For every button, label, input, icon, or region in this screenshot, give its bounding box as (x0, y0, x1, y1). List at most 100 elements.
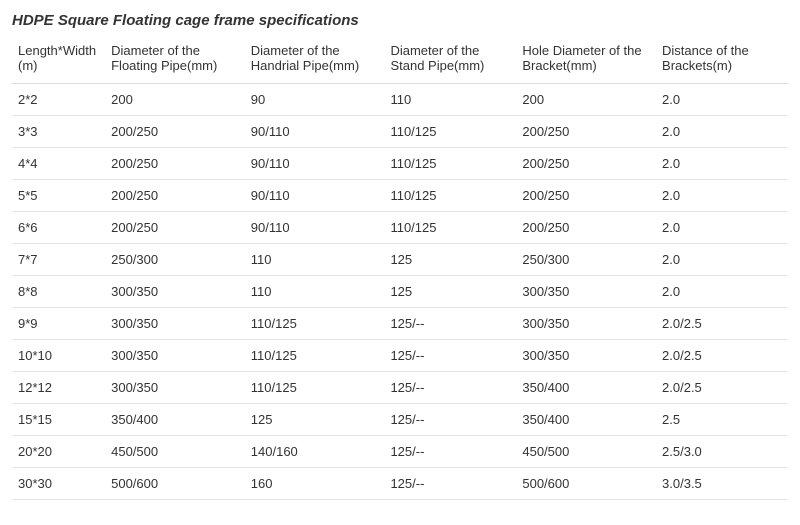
table-row: 4*4200/25090/110110/125200/2502.0 (12, 148, 788, 180)
table-cell: 200/250 (516, 148, 656, 180)
table-cell: 300/350 (105, 340, 245, 372)
table-cell: 200/250 (105, 180, 245, 212)
col-header: Diameter of the Floating Pipe(mm) (105, 39, 245, 84)
table-row: 8*8300/350110125300/3502.0 (12, 276, 788, 308)
table-cell: 2.0/2.5 (656, 308, 788, 340)
table-cell: 250/300 (516, 244, 656, 276)
table-cell: 110 (245, 276, 385, 308)
table-cell: 500/600 (516, 468, 656, 500)
table-cell: 300/350 (516, 340, 656, 372)
table-cell: 125 (384, 244, 516, 276)
table-cell: 2.0/2.5 (656, 340, 788, 372)
table-cell: 3*3 (12, 116, 105, 148)
table-row: 7*7250/300110125250/3002.0 (12, 244, 788, 276)
table-cell: 2.0 (656, 244, 788, 276)
table-row: 3*3200/25090/110110/125200/2502.0 (12, 116, 788, 148)
table-row: 6*6200/25090/110110/125200/2502.0 (12, 212, 788, 244)
table-cell: 110/125 (245, 372, 385, 404)
table-header-row: Length*Width(m) Diameter of the Floating… (12, 39, 788, 84)
table-cell: 450/500 (105, 436, 245, 468)
spec-table: Length*Width(m) Diameter of the Floating… (12, 39, 788, 500)
table-cell: 7*7 (12, 244, 105, 276)
col-header: Diameter of the Handrial Pipe(mm) (245, 39, 385, 84)
table-cell: 200/250 (516, 116, 656, 148)
table-cell: 125 (384, 276, 516, 308)
table-cell: 2*2 (12, 84, 105, 116)
table-cell: 90 (245, 84, 385, 116)
table-title: HDPE Square Floating cage frame specific… (12, 8, 788, 39)
table-cell: 5*5 (12, 180, 105, 212)
table-cell: 110/125 (245, 340, 385, 372)
table-cell: 200 (516, 84, 656, 116)
table-cell: 300/350 (516, 276, 656, 308)
table-cell: 2.0/2.5 (656, 372, 788, 404)
table-cell: 200/250 (105, 148, 245, 180)
table-cell: 20*20 (12, 436, 105, 468)
table-cell: 90/110 (245, 180, 385, 212)
table-cell: 2.0 (656, 148, 788, 180)
table-cell: 110 (384, 84, 516, 116)
table-cell: 110/125 (384, 148, 516, 180)
table-row: 20*20450/500140/160125/--450/5002.5/3.0 (12, 436, 788, 468)
table-cell: 125/-- (384, 372, 516, 404)
col-header: Distance of the Brackets(m) (656, 39, 788, 84)
table-cell: 110/125 (245, 308, 385, 340)
table-cell: 110 (245, 244, 385, 276)
table-cell: 500/600 (105, 468, 245, 500)
table-cell: 2.5/3.0 (656, 436, 788, 468)
table-cell: 200/250 (105, 116, 245, 148)
table-cell: 2.0 (656, 212, 788, 244)
table-cell: 300/350 (105, 372, 245, 404)
col-header: Hole Diameter of the Bracket(mm) (516, 39, 656, 84)
table-cell: 12*12 (12, 372, 105, 404)
table-cell: 15*15 (12, 404, 105, 436)
table-cell: 300/350 (516, 308, 656, 340)
table-cell: 110/125 (384, 116, 516, 148)
table-cell: 2.0 (656, 84, 788, 116)
table-cell: 200/250 (105, 212, 245, 244)
table-cell: 10*10 (12, 340, 105, 372)
table-cell: 200/250 (516, 212, 656, 244)
table-cell: 2.0 (656, 116, 788, 148)
table-cell: 160 (245, 468, 385, 500)
table-cell: 125/-- (384, 340, 516, 372)
table-row: 30*30500/600160125/--500/6003.0/3.5 (12, 468, 788, 500)
table-row: 9*9300/350110/125125/--300/3502.0/2.5 (12, 308, 788, 340)
table-cell: 2.0 (656, 276, 788, 308)
table-cell: 200/250 (516, 180, 656, 212)
table-cell: 300/350 (105, 308, 245, 340)
table-cell: 350/400 (516, 372, 656, 404)
col-header: Length*Width(m) (12, 39, 105, 84)
table-cell: 200 (105, 84, 245, 116)
table-row: 10*10300/350110/125125/--300/3502.0/2.5 (12, 340, 788, 372)
table-cell: 90/110 (245, 148, 385, 180)
table-cell: 125/-- (384, 308, 516, 340)
table-cell: 250/300 (105, 244, 245, 276)
table-cell: 3.0/3.5 (656, 468, 788, 500)
table-body: 2*2200901102002.03*3200/25090/110110/125… (12, 84, 788, 500)
table-cell: 6*6 (12, 212, 105, 244)
table-row: 2*2200901102002.0 (12, 84, 788, 116)
table-cell: 125/-- (384, 436, 516, 468)
table-cell: 2.5 (656, 404, 788, 436)
table-cell: 4*4 (12, 148, 105, 180)
table-cell: 350/400 (516, 404, 656, 436)
table-cell: 110/125 (384, 212, 516, 244)
table-cell: 90/110 (245, 212, 385, 244)
table-cell: 125 (245, 404, 385, 436)
table-cell: 300/350 (105, 276, 245, 308)
table-cell: 2.0 (656, 180, 788, 212)
table-cell: 30*30 (12, 468, 105, 500)
table-cell: 125/-- (384, 468, 516, 500)
table-cell: 140/160 (245, 436, 385, 468)
table-row: 5*5200/25090/110110/125200/2502.0 (12, 180, 788, 212)
table-cell: 8*8 (12, 276, 105, 308)
table-cell: 9*9 (12, 308, 105, 340)
table-row: 15*15350/400125125/--350/4002.5 (12, 404, 788, 436)
table-cell: 125/-- (384, 404, 516, 436)
table-cell: 450/500 (516, 436, 656, 468)
col-header: Diameter of the Stand Pipe(mm) (384, 39, 516, 84)
table-row: 12*12300/350110/125125/--350/4002.0/2.5 (12, 372, 788, 404)
table-cell: 350/400 (105, 404, 245, 436)
table-cell: 90/110 (245, 116, 385, 148)
